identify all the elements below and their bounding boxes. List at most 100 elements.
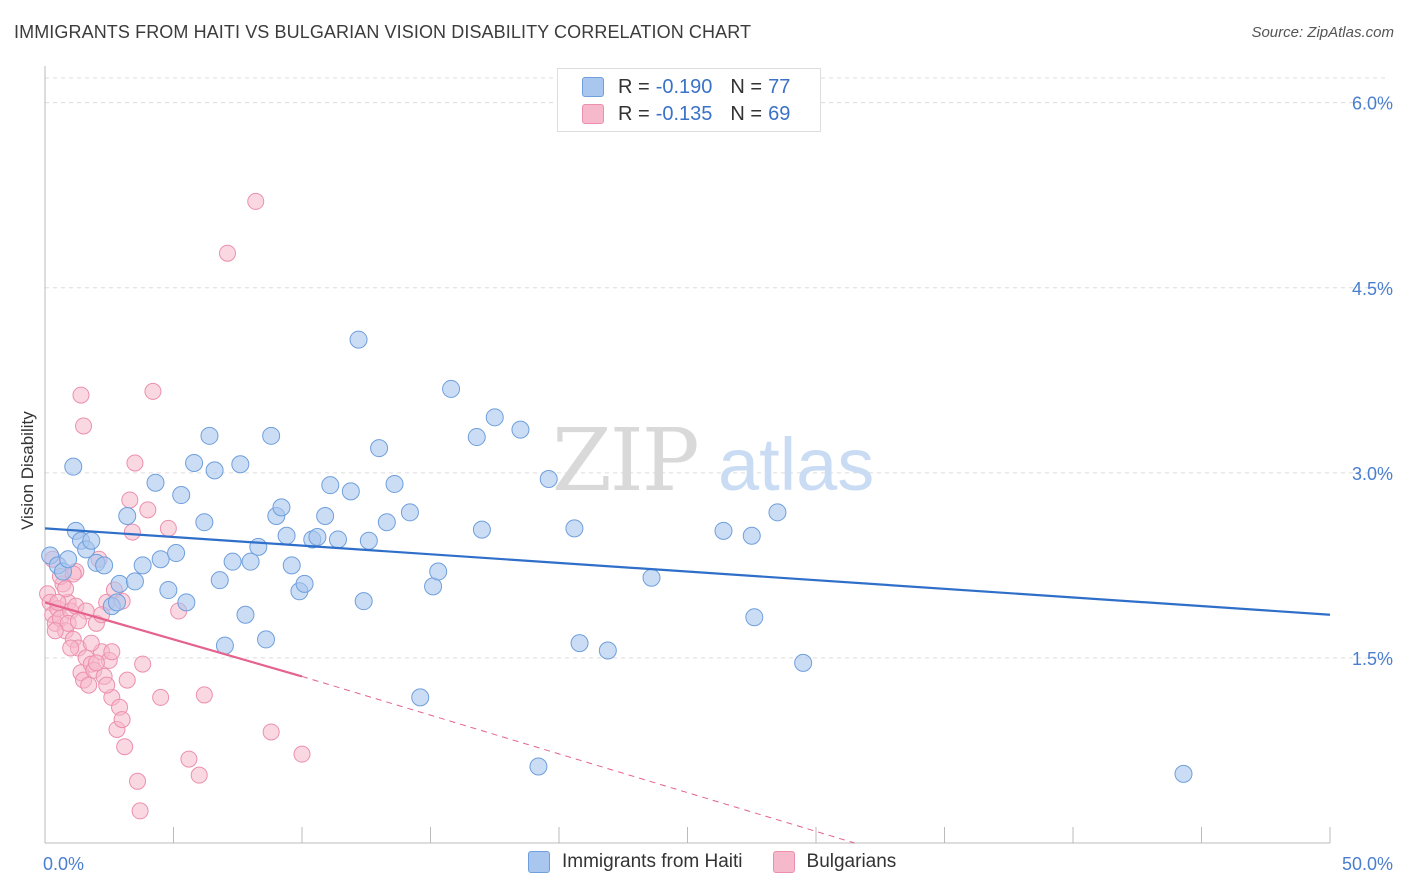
haiti-point xyxy=(185,453,204,472)
bulgarians-point xyxy=(218,244,236,262)
haiti-point xyxy=(200,426,219,445)
haiti-point xyxy=(539,470,558,489)
haiti-point xyxy=(195,513,214,532)
legend-r-label: R = xyxy=(618,75,650,98)
haiti-point xyxy=(354,592,373,611)
source-label: Source: ZipAtlas.com xyxy=(1251,24,1394,41)
haiti-point xyxy=(565,519,584,538)
haiti-point xyxy=(210,571,229,590)
haiti-point xyxy=(172,486,191,505)
x-tick-label: 50.0% xyxy=(1342,854,1393,874)
y-axis-label: Vision Disability xyxy=(18,411,37,530)
haiti-point xyxy=(316,507,335,526)
haiti-point xyxy=(745,608,764,627)
haiti-point xyxy=(110,574,129,593)
haiti-point xyxy=(308,528,327,546)
haiti-point xyxy=(159,581,178,600)
haiti-point xyxy=(125,572,144,591)
haiti-point xyxy=(277,526,296,545)
legend-n-label: N = xyxy=(730,102,763,125)
bulgarians-point xyxy=(80,676,98,694)
bulgarians-point xyxy=(152,688,170,706)
haiti-point xyxy=(385,474,404,493)
bottom-legend-swatch-bulgarians xyxy=(772,851,795,873)
bulgarians-point xyxy=(129,772,147,790)
haiti-point xyxy=(107,593,126,612)
haiti-point xyxy=(118,507,137,526)
haiti-point xyxy=(167,544,186,563)
haiti-point xyxy=(328,530,347,549)
haiti-point xyxy=(377,513,396,532)
axes xyxy=(44,66,1331,844)
bulgarians-point xyxy=(75,417,93,435)
haiti-point xyxy=(598,641,617,660)
legend-swatch-bulgarians xyxy=(582,104,604,124)
haiti-point xyxy=(768,503,787,522)
haiti-point xyxy=(1174,764,1193,783)
bulgarians-point xyxy=(82,634,100,652)
legend-box: R = -0.190 N = 77 R = -0.135 N = 69 xyxy=(557,68,821,132)
haiti-point xyxy=(794,653,813,672)
gridlines xyxy=(45,77,1385,659)
y-tick-label: 4.5% xyxy=(1352,279,1393,299)
bulgarians-trend-line xyxy=(44,601,303,678)
bulgarians-point xyxy=(118,671,136,689)
bulgarians-point xyxy=(134,655,152,673)
bulgarians-point xyxy=(121,491,139,509)
haiti-point xyxy=(341,482,360,501)
bulgarians-point xyxy=(57,580,75,598)
watermark-zip: ZIP xyxy=(552,411,698,511)
trend-lines xyxy=(44,527,1331,844)
bottom-legend-bulgarians[interactable]: Bulgarians xyxy=(772,851,896,873)
haiti-points xyxy=(41,330,1193,783)
x-tick-label: 0.0% xyxy=(43,854,84,874)
bulgarians-point xyxy=(262,723,280,741)
haiti-point xyxy=(133,556,152,575)
bulgarians-point xyxy=(62,639,80,657)
bulgarians-point xyxy=(293,745,311,763)
bulgarians-point xyxy=(116,738,134,756)
haiti-point xyxy=(472,520,491,539)
haiti-point xyxy=(714,521,733,540)
haiti-point xyxy=(485,408,504,427)
bulgarians-point xyxy=(98,676,116,694)
haiti-point xyxy=(64,457,83,476)
bulgarians-point xyxy=(247,192,265,210)
y-tick-label: 3.0% xyxy=(1352,464,1393,484)
bulgarians-trend-extension xyxy=(301,675,855,844)
haiti-point xyxy=(231,455,250,474)
haiti-point xyxy=(241,552,260,571)
bulgarians-point xyxy=(139,501,157,519)
legend-r-label: R = xyxy=(618,102,650,125)
haiti-point xyxy=(59,550,78,569)
haiti-point xyxy=(249,537,268,556)
bulgarians-point xyxy=(190,766,208,784)
haiti-point xyxy=(177,593,196,612)
y-tick-label: 6.0% xyxy=(1352,94,1393,114)
bulgarians-point xyxy=(180,750,198,768)
haiti-point xyxy=(742,526,761,545)
watermark: ZIP atlas xyxy=(552,411,874,511)
haiti-point xyxy=(429,562,448,581)
bulgarians-point xyxy=(103,643,121,661)
haiti-point xyxy=(205,461,224,480)
haiti-point xyxy=(236,605,255,624)
legend-n-value: 77 xyxy=(768,75,791,98)
haiti-point xyxy=(349,330,368,349)
legend-row-bulgarians: R = -0.135 N = 69 xyxy=(582,101,790,127)
haiti-trend-line xyxy=(44,527,1331,616)
haiti-point xyxy=(642,568,661,587)
haiti-point xyxy=(223,552,242,571)
y-tick-label: 1.5% xyxy=(1352,649,1393,669)
bulgarians-point xyxy=(123,523,141,541)
haiti-point xyxy=(82,531,101,550)
bottom-legend-haiti[interactable]: Immigrants from Haiti xyxy=(528,851,743,873)
bulgarians-point xyxy=(126,454,144,472)
haiti-point xyxy=(321,476,340,495)
bulgarians-point xyxy=(195,686,213,704)
bulgarians-point xyxy=(72,386,90,404)
haiti-point xyxy=(262,426,281,445)
legend-row-haiti: R = -0.190 N = 77 xyxy=(582,74,790,100)
legend-swatch-haiti xyxy=(582,77,604,97)
